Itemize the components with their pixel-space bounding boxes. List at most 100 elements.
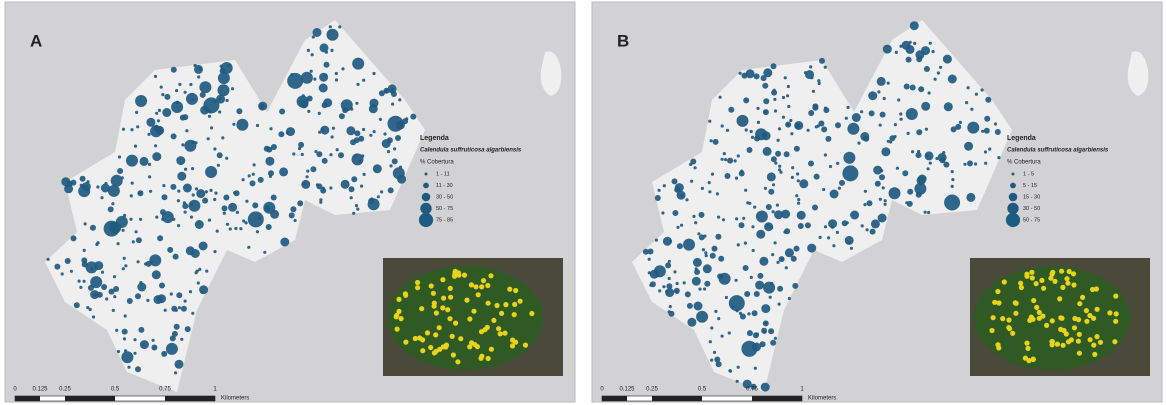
cover-symbol: [245, 200, 248, 203]
cover-symbol: [669, 305, 672, 308]
legend-class: 30 - 50: [1023, 206, 1040, 212]
cover-symbol: [875, 181, 881, 187]
cover-symbol: [391, 103, 394, 106]
cover-symbol: [373, 164, 382, 173]
cover-symbol: [253, 163, 256, 166]
legend-symbol: [419, 213, 433, 227]
cover-symbol: [118, 155, 121, 158]
cover-symbol: [759, 257, 768, 266]
cover-symbol: [135, 293, 141, 299]
cover-symbol: [81, 257, 87, 263]
cover-symbol: [988, 148, 991, 151]
cover-symbol: [313, 78, 316, 81]
cover-symbol: [331, 135, 334, 138]
photo-flower: [396, 297, 401, 302]
cover-symbol: [724, 158, 727, 161]
cover-symbol: [124, 264, 127, 267]
cover-symbol: [929, 42, 932, 45]
photo-flower: [1072, 316, 1077, 321]
cover-symbol: [101, 184, 110, 193]
cover-symbol: [906, 108, 918, 120]
cover-symbol: [697, 232, 700, 235]
cover-symbol: [290, 206, 296, 212]
photo-flower: [1029, 270, 1034, 275]
cover-symbol: [292, 152, 295, 155]
photo-flower: [482, 327, 487, 332]
cover-symbol: [131, 182, 134, 185]
cover-symbol: [737, 115, 749, 127]
cover-symbol: [717, 317, 720, 320]
cover-symbol: [185, 326, 191, 332]
cover-symbol: [350, 196, 353, 199]
cover-symbol: [122, 128, 125, 131]
photo-flower: [1057, 296, 1062, 301]
cover-symbol: [307, 110, 310, 113]
cover-symbol: [880, 169, 883, 172]
cover-symbol: [717, 273, 723, 279]
cover-symbol: [704, 281, 710, 287]
cover-symbol: [825, 136, 831, 142]
cover-symbol: [84, 222, 87, 225]
cover-symbol: [217, 152, 223, 158]
cover-symbol: [728, 107, 734, 113]
cover-symbol: [747, 330, 753, 336]
cover-symbol: [662, 285, 665, 288]
cover-symbol: [754, 73, 760, 79]
cover-symbol: [778, 303, 781, 306]
photo-flower: [434, 310, 439, 315]
cover-symbol: [332, 127, 335, 130]
photo-flower: [995, 289, 1000, 294]
cover-symbol: [959, 121, 962, 124]
cover-symbol: [146, 299, 149, 302]
cover-symbol: [743, 265, 749, 271]
cover-symbol: [162, 194, 168, 200]
cover-symbol: [183, 201, 186, 204]
photo-flower: [1002, 279, 1007, 284]
cover-symbol: [117, 350, 120, 353]
photo-flower: [458, 336, 463, 341]
cover-symbol: [767, 172, 776, 181]
cover-symbol: [65, 258, 71, 264]
cover-symbol: [715, 234, 721, 240]
cover-symbol: [154, 295, 163, 304]
cover-symbol: [279, 109, 285, 115]
photo-flower: [448, 295, 453, 300]
cover-symbol: [917, 176, 926, 185]
cover-symbol: [690, 180, 693, 183]
photo-flower: [475, 344, 480, 349]
photo-flower: [1037, 316, 1042, 321]
cover-symbol: [148, 175, 151, 178]
photo-foliage: [387, 266, 543, 370]
cover-symbol: [161, 351, 167, 357]
photo-flower: [1094, 286, 1099, 291]
photo-flower: [450, 334, 455, 339]
cover-symbol: [742, 217, 745, 220]
photo-flower: [420, 348, 425, 353]
cover-symbol: [90, 267, 93, 270]
photo-flower: [512, 312, 517, 317]
cover-symbol: [105, 297, 108, 300]
photo-flower: [1024, 272, 1029, 277]
cover-symbol: [829, 165, 832, 168]
cover-symbol: [236, 211, 239, 214]
cover-symbol: [216, 230, 219, 233]
cover-symbol: [764, 187, 767, 190]
cover-symbol: [101, 284, 107, 290]
cover-symbol: [294, 219, 297, 222]
cover-symbol: [747, 147, 753, 153]
cover-symbol: [852, 113, 861, 122]
cover-symbol: [208, 219, 211, 222]
cover-symbol: [310, 70, 313, 73]
cover-symbol: [750, 130, 753, 133]
legend-class: 75 - 85: [436, 217, 453, 223]
cover-symbol: [252, 202, 258, 208]
cover-symbol: [306, 175, 309, 178]
cover-symbol: [776, 204, 779, 207]
cover-symbol: [879, 124, 882, 127]
photo-flower: [518, 299, 523, 304]
cover-symbol: [832, 244, 835, 247]
cover-symbol: [714, 357, 720, 363]
cover-symbol: [198, 268, 201, 271]
cover-symbol: [311, 53, 314, 56]
